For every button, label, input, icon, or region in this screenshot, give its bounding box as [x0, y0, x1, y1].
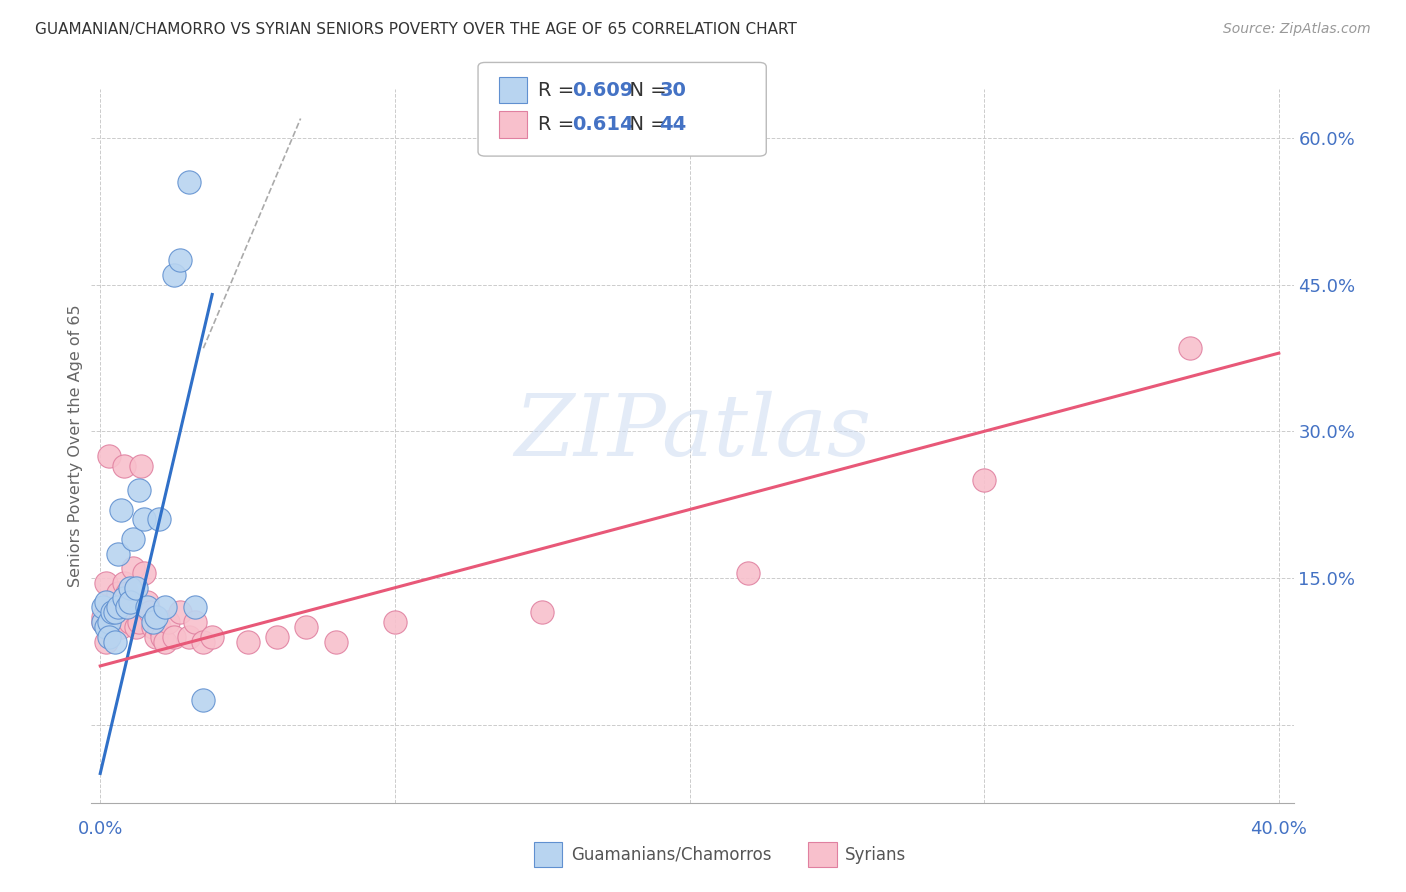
Point	[104, 634, 127, 648]
Text: R =: R =	[538, 115, 581, 135]
Text: Source: ZipAtlas.com: Source: ZipAtlas.com	[1223, 22, 1371, 37]
Point	[118, 615, 141, 629]
Point	[153, 600, 176, 615]
Point	[193, 634, 215, 648]
Point	[148, 620, 170, 634]
Point	[98, 630, 121, 644]
Point	[121, 561, 143, 575]
Text: GUAMANIAN/CHAMORRO VS SYRIAN SENIORS POVERTY OVER THE AGE OF 65 CORRELATION CHAR: GUAMANIAN/CHAMORRO VS SYRIAN SENIORS POV…	[35, 22, 797, 37]
Point	[193, 693, 215, 707]
Point	[183, 600, 205, 615]
Point	[142, 615, 165, 629]
Point	[91, 600, 114, 615]
Text: Syrians: Syrians	[845, 846, 907, 863]
Point	[134, 566, 156, 580]
Point	[136, 595, 159, 609]
Text: N =: N =	[617, 115, 673, 135]
Point	[124, 620, 146, 634]
Point	[1180, 341, 1202, 355]
Point	[91, 615, 114, 629]
Point	[531, 605, 554, 619]
Point	[101, 605, 124, 619]
Point	[145, 610, 167, 624]
Point	[98, 615, 121, 629]
Point	[142, 620, 165, 634]
Point	[128, 483, 150, 497]
Point	[98, 449, 121, 463]
Point	[737, 566, 759, 580]
Point	[104, 600, 127, 615]
Point	[94, 575, 117, 590]
Point	[134, 512, 156, 526]
Point	[94, 634, 117, 648]
Text: 0.614: 0.614	[572, 115, 634, 135]
Point	[91, 615, 114, 629]
Point	[94, 620, 117, 634]
Point	[266, 630, 288, 644]
Point	[115, 585, 138, 599]
Point	[112, 591, 135, 605]
Point	[136, 600, 159, 615]
Text: R =: R =	[538, 80, 581, 100]
Point	[131, 458, 153, 473]
Point	[115, 600, 138, 615]
Point	[139, 605, 162, 619]
Text: 44: 44	[659, 115, 686, 135]
Point	[153, 634, 176, 648]
Point	[295, 620, 318, 634]
Point	[201, 630, 224, 644]
Point	[121, 532, 143, 546]
Text: Guamanians/Chamorros: Guamanians/Chamorros	[571, 846, 772, 863]
Point	[156, 615, 179, 629]
Point	[124, 581, 146, 595]
Point	[110, 502, 132, 516]
Point	[169, 253, 191, 268]
Text: 40.0%: 40.0%	[1250, 821, 1308, 838]
Point	[112, 575, 135, 590]
Point	[112, 458, 135, 473]
Point	[101, 600, 124, 615]
Point	[94, 595, 117, 609]
Point	[145, 630, 167, 644]
Point	[169, 605, 191, 619]
Point	[128, 615, 150, 629]
Point	[107, 547, 129, 561]
Point	[163, 630, 186, 644]
Point	[177, 630, 200, 644]
Point	[91, 610, 114, 624]
Point	[183, 615, 205, 629]
Point	[107, 600, 129, 615]
Point	[973, 473, 995, 487]
Point	[110, 620, 132, 634]
Point	[150, 630, 173, 644]
Point	[107, 585, 129, 599]
Point	[163, 268, 186, 282]
Point	[118, 581, 141, 595]
Point	[148, 512, 170, 526]
Text: 0.0%: 0.0%	[77, 821, 122, 838]
Text: ZIPatlas: ZIPatlas	[513, 391, 872, 473]
Point	[177, 175, 200, 189]
Point	[236, 634, 259, 648]
Y-axis label: Seniors Poverty Over the Age of 65: Seniors Poverty Over the Age of 65	[67, 305, 83, 587]
Point	[384, 615, 406, 629]
Point	[325, 634, 347, 648]
Text: N =: N =	[617, 80, 673, 100]
Point	[104, 605, 127, 619]
Point	[118, 595, 141, 609]
Text: 30: 30	[659, 80, 686, 100]
Point	[98, 600, 121, 615]
Text: 0.609: 0.609	[572, 80, 634, 100]
Point	[101, 615, 124, 629]
Point	[104, 605, 127, 619]
